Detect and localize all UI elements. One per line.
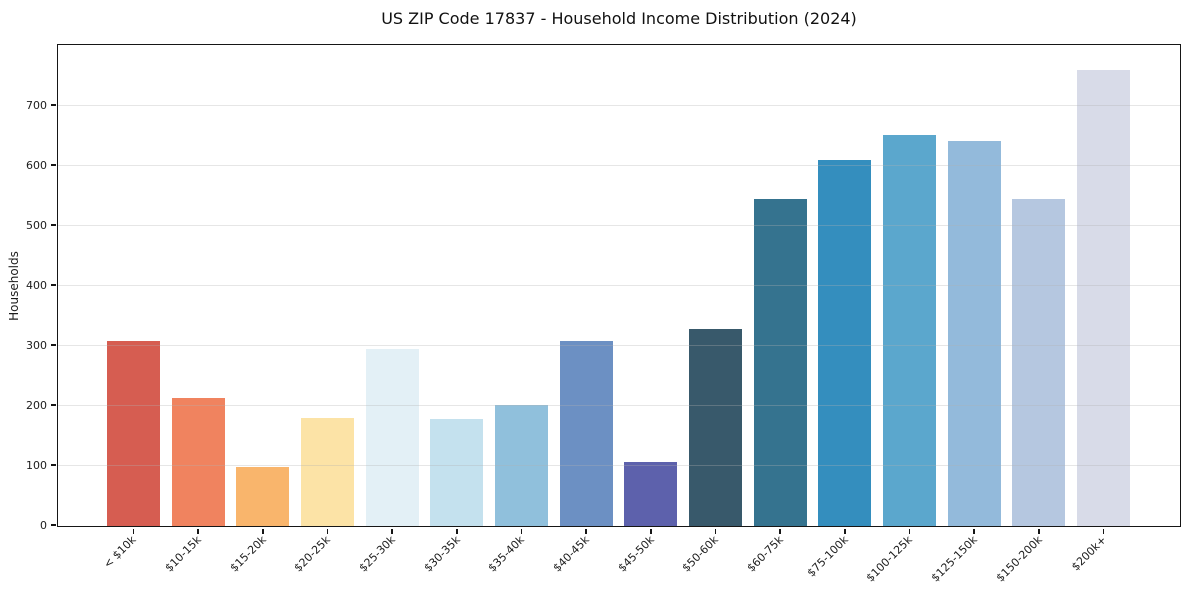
bar-10-15k <box>171 398 225 526</box>
plot-area: 0 100 200 300 400 500 600 700 < $10k $10-15k $15-2… <box>26 44 1181 584</box>
x-tick-label-35-40k: $35-40k <box>485 533 527 575</box>
x-tick-mark-50-60k <box>714 528 717 534</box>
x-tick-label-150-200k: $150-200k <box>993 533 1045 585</box>
x-tick-label-45-50k: $45-50k <box>615 533 657 575</box>
y-tick-mark-400 <box>51 284 56 286</box>
bar-30-35k <box>430 419 484 526</box>
x-tick-label-40-45k: $40-45k <box>550 533 592 575</box>
y-gridline-600 <box>58 164 1180 166</box>
y-tick-mark-600 <box>51 164 56 166</box>
x-tick-mark-10k <box>132 528 135 534</box>
x-tick-label-15-20k: $15-20k <box>227 533 269 575</box>
x-tick-label-50-60k: $50-60k <box>679 533 721 575</box>
x-tick-label-75-100k: $75-100k <box>804 533 851 580</box>
x-tick-label-30-35k: $30-35k <box>421 533 463 575</box>
x-tick-label-200k+: $200k+ <box>1068 533 1109 574</box>
x-tick-mark-35-40k <box>520 528 523 534</box>
x-tick-mark-125-150k <box>973 528 975 534</box>
y-tick-mark-300 <box>51 344 56 346</box>
y-tick-mark-0 <box>51 524 56 526</box>
x-tick-label-60-75k: $60-75k <box>744 533 786 575</box>
x-tick-mark-40-45k <box>585 528 587 534</box>
bar-10k <box>107 340 160 526</box>
x-tick-label-100-125k: $100-125k <box>863 533 915 585</box>
y-tick-label-300: 300 <box>26 338 47 352</box>
x-tick-label-20-25k: $20-25k <box>291 533 333 575</box>
y-tick-mark-700 <box>51 104 56 106</box>
x-tick-mark-15-20k <box>262 528 264 534</box>
x-tick-mark-30-35k <box>456 528 458 534</box>
bar-35-40k <box>495 405 548 526</box>
plot-inner: 0 100 200 300 400 500 600 700 < $10k $10-15k $15-2… <box>26 45 1180 584</box>
bar-45-50k <box>624 461 678 526</box>
bar-75-100k <box>818 160 872 526</box>
bar-200k+ <box>1077 70 1130 526</box>
x-tick-mark-45-50k <box>650 528 652 534</box>
x-tick-label-10-15k: $10-15k <box>162 533 204 575</box>
bar-150-200k <box>1012 199 1066 526</box>
x-axis-labels: < $10k $10-15k $15-20k $20-25k $25-30k $30-35… <box>58 526 1180 588</box>
x-tick-label-10k: < $10k <box>101 533 139 571</box>
bar-20-25k <box>301 418 354 526</box>
x-tick-mark-75-100k <box>844 528 846 534</box>
bar-15-20k <box>236 466 290 526</box>
y-tick-label-200: 200 <box>26 398 47 412</box>
y-tick-mark-200 <box>51 404 56 406</box>
bar-125-150k <box>947 140 1001 526</box>
y-tick-label-0: 0 <box>40 518 47 532</box>
y-tick-label-400: 400 <box>26 278 47 292</box>
x-tick-mark-150-200k <box>1038 528 1040 534</box>
x-tick-mark-25-30k <box>391 528 393 534</box>
x-tick-mark-200k+ <box>1102 528 1105 534</box>
x-tick-label-125-150k: $125-150k <box>928 533 980 585</box>
y-axis-title: Households <box>7 251 21 321</box>
x-tick-mark-60-75k <box>779 528 781 534</box>
y-tick-mark-100 <box>51 464 56 466</box>
bar-100-125k <box>883 135 936 526</box>
y-tick-label-500: 500 <box>26 218 47 232</box>
y-tick-label-100: 100 <box>26 458 47 472</box>
y-gridline-700 <box>58 104 1180 106</box>
bar-40-45k <box>559 340 613 526</box>
x-tick-mark-20-25k <box>326 528 329 534</box>
y-tick-label-600: 600 <box>26 158 47 172</box>
bar-60-75k <box>753 199 807 526</box>
x-tick-mark-100-125k <box>908 528 911 534</box>
chart-title: US ZIP Code 17837 - Household Income Dis… <box>381 9 857 28</box>
x-tick-label-25-30k: $25-30k <box>356 533 398 575</box>
bar-25-30k <box>365 349 419 526</box>
bar-50-60k <box>689 329 742 526</box>
y-tick-label-700: 700 <box>26 98 47 112</box>
x-tick-mark-10-15k <box>197 528 199 534</box>
y-tick-mark-500 <box>51 224 56 226</box>
